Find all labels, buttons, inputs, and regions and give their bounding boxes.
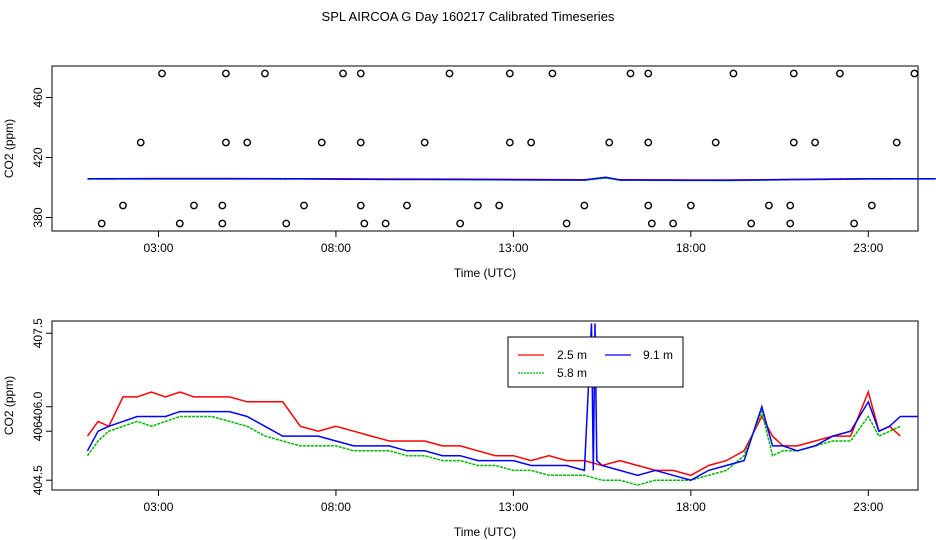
calibration-point bbox=[403, 201, 411, 210]
legend-label-5-8m: 5.8 m bbox=[557, 366, 587, 380]
calibration-point bbox=[190, 201, 198, 210]
figure-title: SPL AIRCOA G Day 160217 Calibrated Times… bbox=[322, 9, 615, 24]
calibration-point bbox=[495, 201, 504, 210]
calibration-point bbox=[789, 69, 798, 78]
bottom-x-axis: 03:00 08:00 13:00 18:00 23:00 bbox=[143, 490, 884, 514]
calibration-point bbox=[562, 219, 571, 228]
calibration-point bbox=[836, 69, 844, 78]
calibration-point bbox=[317, 138, 326, 147]
calibration-point bbox=[811, 138, 819, 147]
calibration-point bbox=[261, 69, 269, 78]
legend-label-9-1m: 9.1 m bbox=[643, 348, 673, 362]
top-x-axis-label: Time (UTC) bbox=[454, 266, 516, 280]
calibration-point bbox=[456, 219, 465, 228]
series-line-5-8-m bbox=[86, 409, 901, 486]
calibration-point bbox=[686, 201, 695, 210]
calibration-point bbox=[119, 201, 127, 210]
x-tick-label: 23:00 bbox=[853, 241, 883, 255]
calibration-point bbox=[850, 219, 859, 228]
calibration-point bbox=[360, 219, 369, 228]
calibration-point bbox=[765, 201, 773, 210]
x-tick-label: 08:00 bbox=[321, 241, 351, 255]
calibration-point bbox=[420, 138, 429, 147]
calibration-point bbox=[789, 138, 798, 147]
calibration-point bbox=[867, 201, 876, 210]
x-tick-label: 18:00 bbox=[676, 241, 706, 255]
calibration-point bbox=[356, 138, 365, 147]
calibration-point bbox=[218, 219, 227, 228]
series-line-9-1-m bbox=[86, 323, 918, 482]
calibration-point bbox=[711, 138, 720, 147]
x-tick-label: 08:00 bbox=[321, 500, 351, 514]
legend-box bbox=[507, 336, 684, 388]
calibration-point bbox=[729, 69, 738, 78]
calibration-point bbox=[626, 69, 635, 78]
calibration-point bbox=[786, 201, 795, 210]
y-tick-label: 420 bbox=[31, 147, 45, 167]
calibration-point bbox=[605, 138, 614, 147]
calibration-point bbox=[786, 219, 795, 228]
calibration-point bbox=[474, 201, 482, 210]
calibration-point bbox=[339, 69, 347, 78]
calibration-point bbox=[644, 69, 653, 78]
calibration-point bbox=[910, 69, 919, 78]
y-tick-label: 407.5 bbox=[31, 318, 45, 348]
series-line-2-5-m bbox=[86, 389, 901, 477]
calibration-point bbox=[527, 138, 536, 147]
calibration-point bbox=[669, 219, 678, 228]
calibration-point bbox=[381, 219, 390, 228]
top-series-lines bbox=[87, 176, 936, 182]
bottom-y-axis-label: CO2 (ppm) bbox=[2, 376, 16, 435]
x-tick-label: 18:00 bbox=[676, 500, 706, 514]
calibration-point bbox=[647, 219, 656, 228]
y-tick-label: 460 bbox=[31, 87, 45, 107]
calibration-point bbox=[218, 201, 227, 210]
y-tick-label: 406 bbox=[31, 421, 45, 441]
legend-label-2-5m: 2.5 m bbox=[557, 348, 587, 362]
calibration-point bbox=[356, 69, 365, 78]
top-y-axis-label: CO2 (ppm) bbox=[2, 119, 16, 178]
top-panel: 380 420 460 03:00 08:00 13:00 18:00 23:00 Time… bbox=[2, 65, 936, 280]
calibration-point bbox=[505, 138, 514, 147]
calibration-point bbox=[892, 138, 901, 147]
legend: 2.5 m 9.1 m 5.8 m bbox=[507, 336, 684, 388]
x-tick-label: 03:00 bbox=[143, 241, 173, 255]
y-tick-label: 404.5 bbox=[31, 465, 45, 495]
x-tick-label: 13:00 bbox=[498, 241, 528, 255]
bottom-x-axis-label: Time (UTC) bbox=[454, 525, 516, 539]
calibration-point bbox=[300, 201, 308, 210]
top-x-axis: 03:00 08:00 13:00 18:00 23:00 bbox=[143, 231, 884, 255]
calibration-point bbox=[580, 201, 589, 210]
bottom-plot-box bbox=[51, 320, 919, 491]
calibration-point bbox=[747, 219, 756, 228]
calibration-point bbox=[505, 69, 514, 78]
calibration-point bbox=[158, 69, 166, 78]
calibration-point bbox=[644, 138, 653, 147]
y-tick-label: 406.0 bbox=[31, 391, 45, 421]
calibration-point bbox=[356, 201, 365, 210]
x-tick-label: 03:00 bbox=[143, 500, 173, 514]
top-y-axis: 380 420 460 bbox=[31, 87, 52, 228]
calibration-point bbox=[97, 219, 106, 228]
calibration-point bbox=[548, 69, 557, 78]
x-tick-label: 23:00 bbox=[853, 500, 883, 514]
calibration-point bbox=[243, 138, 252, 147]
bottom-series-lines bbox=[86, 323, 918, 486]
calibration-point bbox=[282, 219, 291, 228]
calibration-point bbox=[222, 69, 230, 78]
calibration-point bbox=[644, 201, 653, 210]
calibration-point bbox=[175, 219, 184, 228]
calibration-point bbox=[136, 138, 145, 147]
x-tick-label: 13:00 bbox=[498, 500, 528, 514]
calibration-point bbox=[445, 69, 454, 78]
series-line-9-1-m bbox=[87, 176, 936, 182]
calibration-points bbox=[97, 69, 919, 228]
y-tick-label: 380 bbox=[31, 207, 45, 227]
top-plot-box bbox=[51, 65, 919, 232]
calibration-point bbox=[222, 138, 230, 147]
